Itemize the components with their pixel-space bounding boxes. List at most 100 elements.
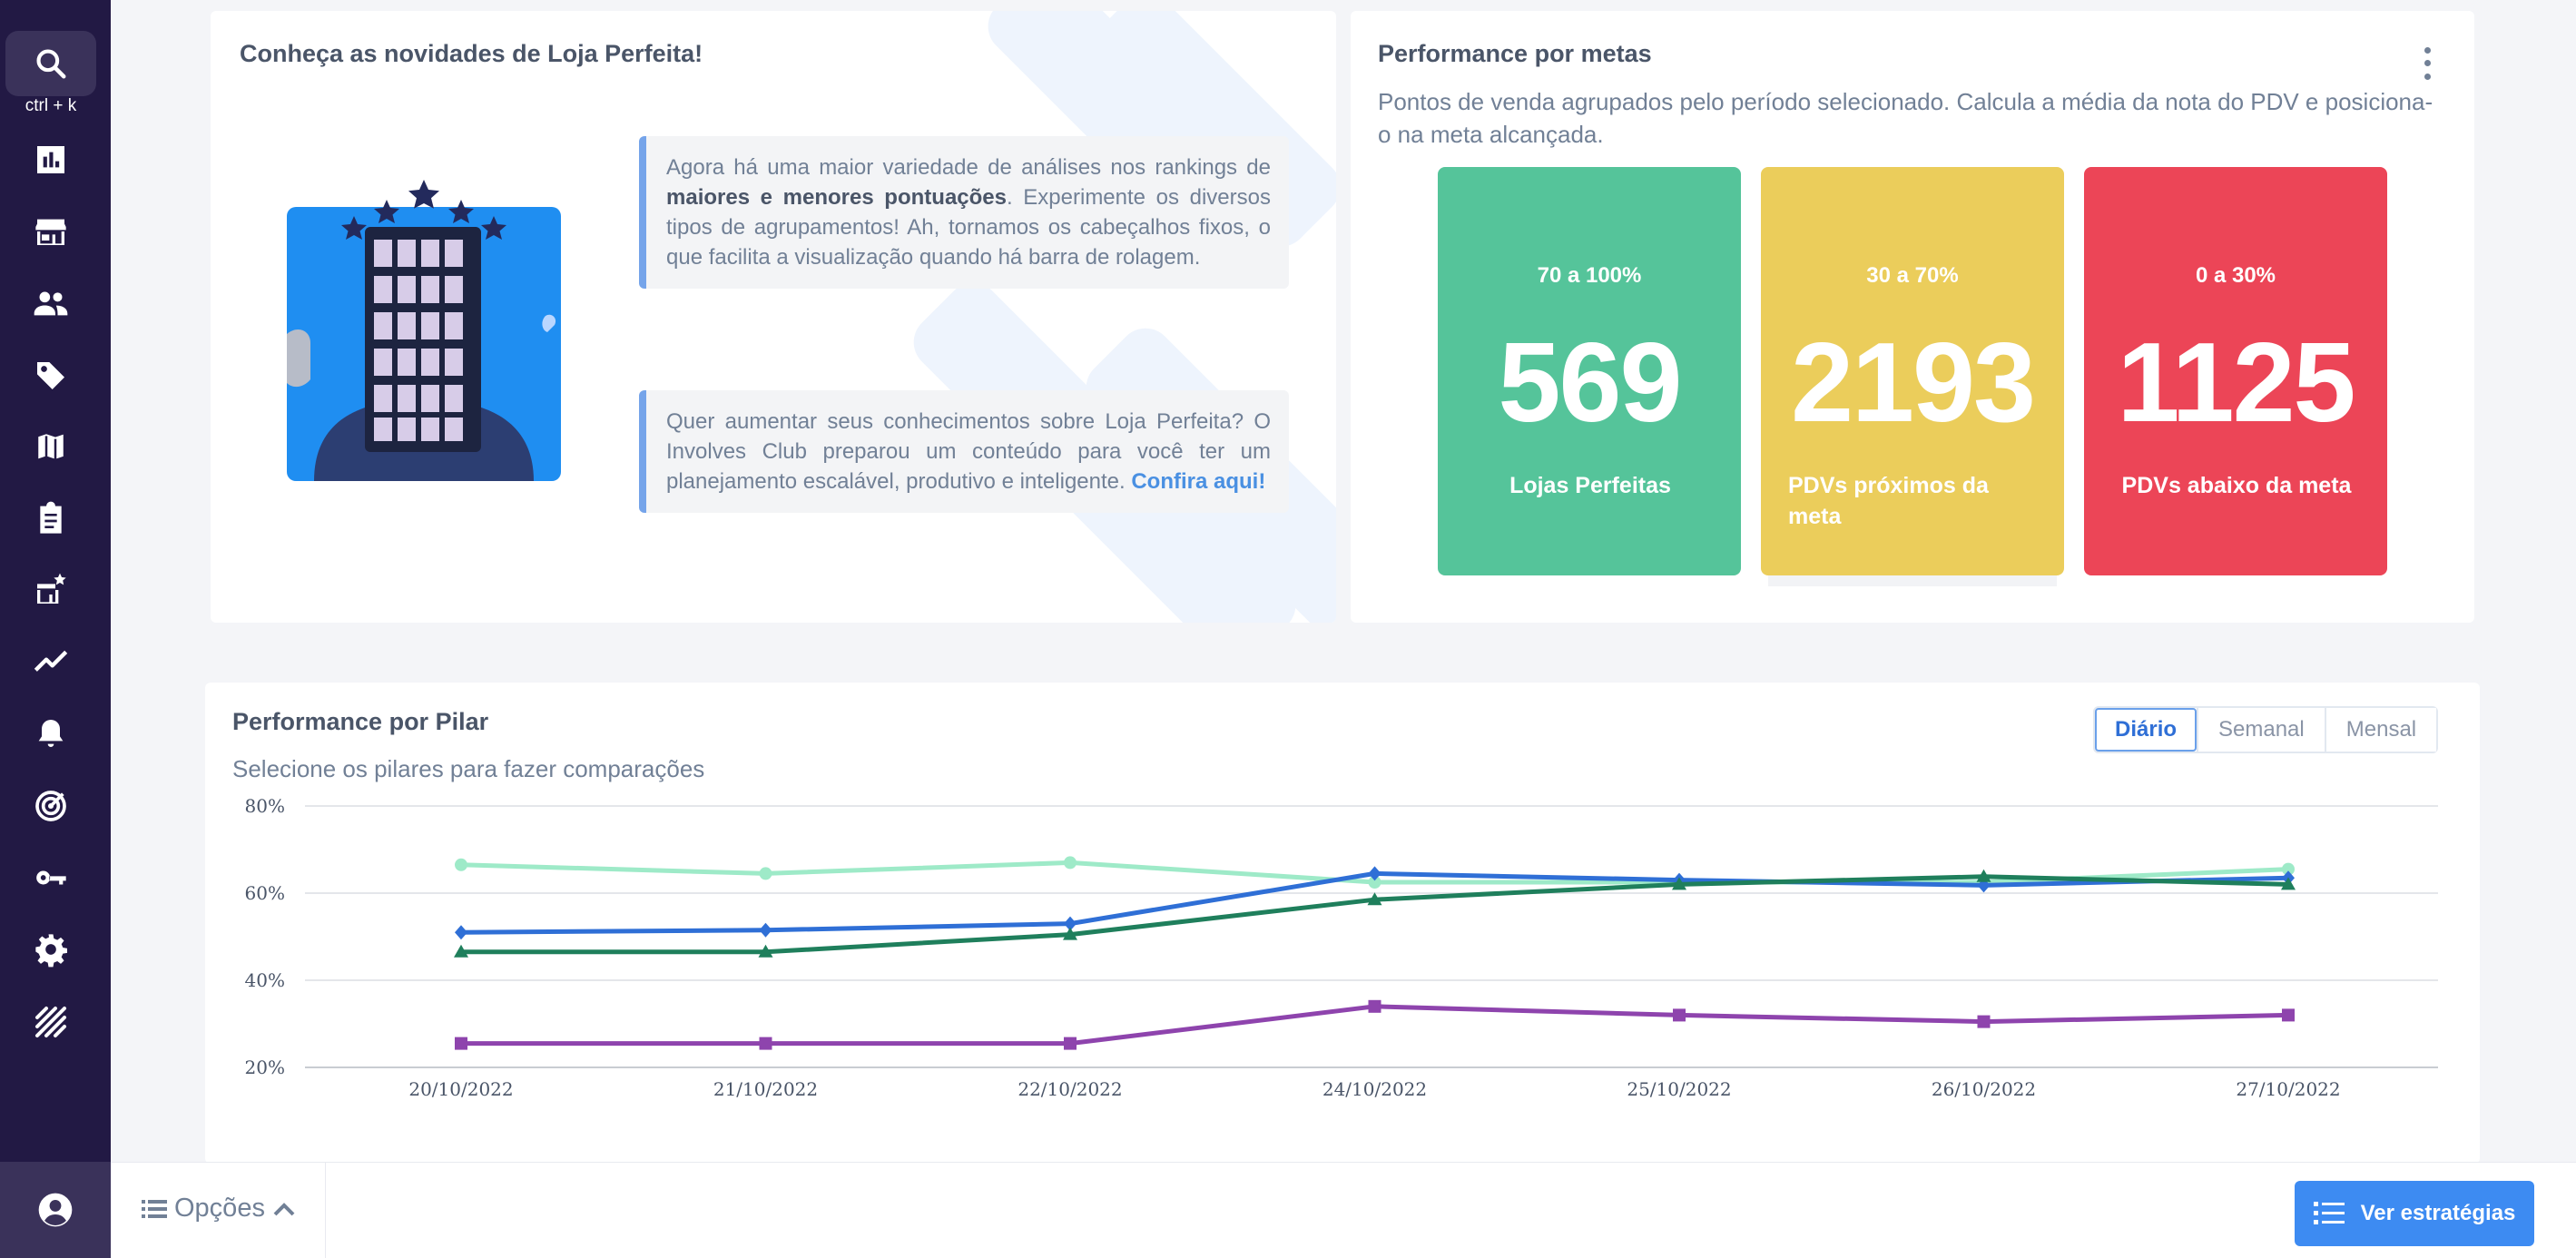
chart-point	[1977, 878, 1991, 893]
news-note1-highlight: maiores e menores pontuações	[666, 185, 1007, 210]
pillar-line-chart: 20% 40% 60% 80% 20/10/2022 21/10/2022 22/10/20…	[245, 795, 2438, 1100]
sidebar-item-trends[interactable]	[25, 637, 76, 688]
news-note-club: Quer aumentar seus conhecimentos sobre L…	[639, 390, 1289, 513]
tag-icon	[37, 362, 64, 389]
chevron-up-icon	[273, 1202, 295, 1215]
chart-y-tick-label: 80%	[245, 795, 285, 817]
options-toggle[interactable]: Opções	[142, 1194, 296, 1224]
chart-y-tick-label: 40%	[245, 969, 285, 991]
chart-point	[758, 944, 773, 958]
user-account-button[interactable]	[0, 1162, 111, 1258]
search-shortcut: ctrl + k	[25, 96, 77, 115]
sidebar-item-settings[interactable]	[25, 924, 76, 975]
goal-tile-value: 2193	[1791, 320, 2036, 446]
divider	[325, 1163, 326, 1258]
chart-point	[455, 1037, 467, 1050]
goal-tile-range: 0 a 30%	[2195, 263, 2276, 288]
search-icon	[36, 49, 66, 79]
gear-icon	[35, 934, 67, 968]
chart-point	[455, 858, 467, 871]
options-label: Opções	[174, 1194, 265, 1223]
clipboard-icon	[40, 501, 62, 534]
list-icon	[142, 1199, 167, 1218]
radar-icon	[35, 791, 66, 821]
goals-description: Pontos de venda agrupados pelo período s…	[1378, 88, 2433, 148]
chart-point	[1672, 877, 1686, 890]
view-strategies-label: Ver estratégias	[2360, 1201, 2516, 1225]
pillar-card: Performance por Pilar Selecione os pilar…	[205, 683, 2480, 1164]
chart-x-tick-label: 27/10/2022	[2236, 1078, 2340, 1100]
bottom-bar: Opções Ver estratégias	[111, 1162, 2576, 1258]
chart-point	[454, 944, 468, 958]
news-note1-text-end: . Experimente os diversos tipos de agrup…	[666, 185, 1271, 270]
sidebar-item-brand[interactable]	[25, 997, 76, 1047]
chart-point	[759, 1037, 772, 1050]
goal-tile-value: 1125	[2117, 320, 2355, 446]
chart-point	[2282, 862, 2295, 876]
more-options-icon[interactable]	[2418, 44, 2436, 84]
map-icon	[35, 431, 66, 462]
sidebar-item-radar[interactable]	[25, 781, 76, 831]
news-illustration	[287, 180, 561, 481]
store-star-icon	[37, 573, 66, 604]
goal-tile-label: Lojas Perfeitas	[1509, 473, 1671, 498]
news-card: Conheça as novidades de Loja Perfeita! A…	[211, 11, 1336, 623]
sidebar-item-map[interactable]	[25, 421, 76, 472]
sidebar-item-tasks[interactable]	[25, 493, 76, 544]
news-note2-link[interactable]: Confira aqui!	[1131, 469, 1266, 494]
dashboard-icon	[37, 146, 64, 173]
chart-point	[759, 922, 772, 938]
bell-icon	[38, 720, 64, 747]
period-selector: Diário Semanal Mensal	[2093, 706, 2439, 753]
chart-point	[1977, 1015, 1991, 1028]
news-note2-text: Quer aumentar seus conhecimentos sobre L…	[666, 409, 1271, 494]
period-monthly-button[interactable]: Mensal	[2324, 708, 2437, 752]
chart-x-tick-label: 26/10/2022	[1932, 1078, 2036, 1100]
goal-tile-high[interactable]: 70 a 100% 569 Lojas Perfeitas	[1438, 167, 1741, 575]
chart-x-tick-label: 22/10/2022	[1018, 1078, 1122, 1100]
goal-tile-low[interactable]: 0 a 30% 1125 PDVs abaixo da meta	[2084, 167, 2387, 575]
view-strategies-button[interactable]: Ver estratégias	[2295, 1181, 2534, 1246]
sidebar-item-people[interactable]	[25, 278, 76, 329]
key-icon	[36, 870, 66, 885]
chart-point	[1976, 869, 1991, 882]
trend-icon	[34, 650, 68, 672]
chart-point	[1368, 999, 1381, 1013]
sidebar-item-perfect-store[interactable]	[25, 565, 76, 615]
chart-point	[1367, 892, 1382, 906]
sidebar-item-tags[interactable]	[25, 350, 76, 401]
chart-y-tick-label: 60%	[245, 882, 285, 904]
sidebar-item-dashboard[interactable]	[25, 134, 76, 185]
chart-x-tick-label: 24/10/2022	[1322, 1078, 1427, 1100]
chart-point	[759, 867, 772, 880]
chart-point	[1064, 856, 1077, 870]
chart-y-tick-label: 20%	[245, 1057, 285, 1078]
goal-tile-range: 70 a 100%	[1537, 263, 1642, 288]
news-title: Conheça as novidades de Loja Perfeita!	[240, 40, 703, 67]
chart-x-tick-label: 21/10/2022	[713, 1078, 818, 1100]
chart-x-tick-label: 25/10/2022	[1627, 1078, 1731, 1100]
chart-point	[2281, 877, 2296, 890]
store-icon	[35, 219, 66, 245]
search-button[interactable]	[5, 31, 96, 96]
chart-point	[1064, 916, 1077, 931]
pillar-title: Performance por Pilar	[232, 708, 489, 735]
goal-tile-label: PDVs próximos da meta	[1788, 473, 1989, 529]
sidebar-item-notifications[interactable]	[25, 708, 76, 759]
goal-tile-medium[interactable]: 30 a 70% 2193 PDVs próximos da meta	[1761, 167, 2064, 575]
news-note-rankings: Agora há uma maior variedade de análises…	[639, 136, 1289, 289]
period-weekly-button[interactable]: Semanal	[2197, 708, 2325, 752]
goal-tile-label: PDVs abaixo da meta	[2121, 473, 2352, 498]
pillar-subtitle: Selecione os pilares para fazer comparaç…	[232, 755, 705, 782]
user-account-icon	[38, 1193, 73, 1227]
list-icon	[2313, 1202, 2345, 1224]
sidebar-item-stores[interactable]	[25, 206, 76, 257]
goals-card: Performance por metas Pontos de venda ag…	[1351, 11, 2474, 623]
period-daily-button[interactable]: Diário	[2095, 708, 2197, 752]
goal-tile-range: 30 a 70%	[1866, 263, 1959, 288]
goals-title: Performance por metas	[1378, 40, 1652, 67]
sidebar-item-access[interactable]	[25, 852, 76, 903]
sidebar: ctrl + k	[0, 0, 111, 1258]
chart-point	[1063, 927, 1077, 940]
chart-point	[1673, 1008, 1686, 1022]
